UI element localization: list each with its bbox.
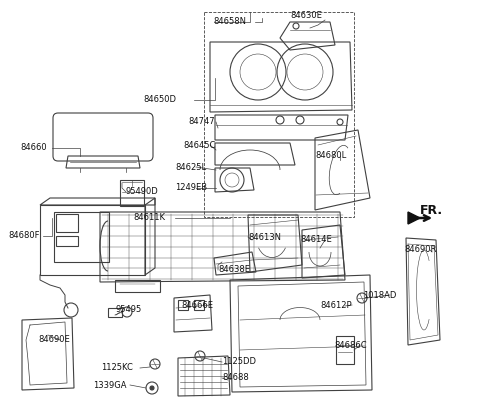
Text: 1249EB: 1249EB [175,184,207,192]
Text: 84688: 84688 [222,373,249,383]
Text: 84686C: 84686C [334,340,367,350]
Text: 84612P: 84612P [320,300,352,310]
Bar [120,180,144,206]
Text: 84650D: 84650D [143,95,176,105]
Bar [178,300,188,310]
Text: 84690R: 84690R [404,245,436,255]
Text: 84680L: 84680L [315,152,346,160]
Text: 84614E: 84614E [300,235,332,245]
Text: 1018AD: 1018AD [363,290,396,300]
Text: 84638E: 84638E [218,265,250,275]
Text: 1339GA: 1339GA [94,381,127,389]
Text: 84660: 84660 [20,144,47,152]
Text: 84625L: 84625L [175,162,206,172]
Text: 84611K: 84611K [133,213,165,223]
Text: 84666E: 84666E [181,302,213,310]
Bar [108,308,122,317]
Text: 84630E: 84630E [290,12,322,20]
Text: 84658N: 84658N [213,18,246,26]
Bar [56,236,78,246]
Bar [54,212,109,262]
Text: 95490D: 95490D [126,188,159,196]
Bar [336,336,354,364]
Text: 84747: 84747 [188,117,215,126]
Bar [204,12,354,217]
Bar [194,300,204,310]
Text: 84613N: 84613N [248,233,281,241]
Text: 95495: 95495 [115,306,141,314]
Text: 84645C: 84645C [183,140,216,150]
Bar [56,214,78,232]
Text: FR.: FR. [420,203,443,217]
Text: 1125KC: 1125KC [101,363,133,373]
Text: 84680F: 84680F [9,231,40,241]
Polygon shape [408,212,420,224]
Circle shape [150,386,154,390]
Text: 84690E: 84690E [38,336,70,344]
Text: 1125DD: 1125DD [222,358,256,367]
